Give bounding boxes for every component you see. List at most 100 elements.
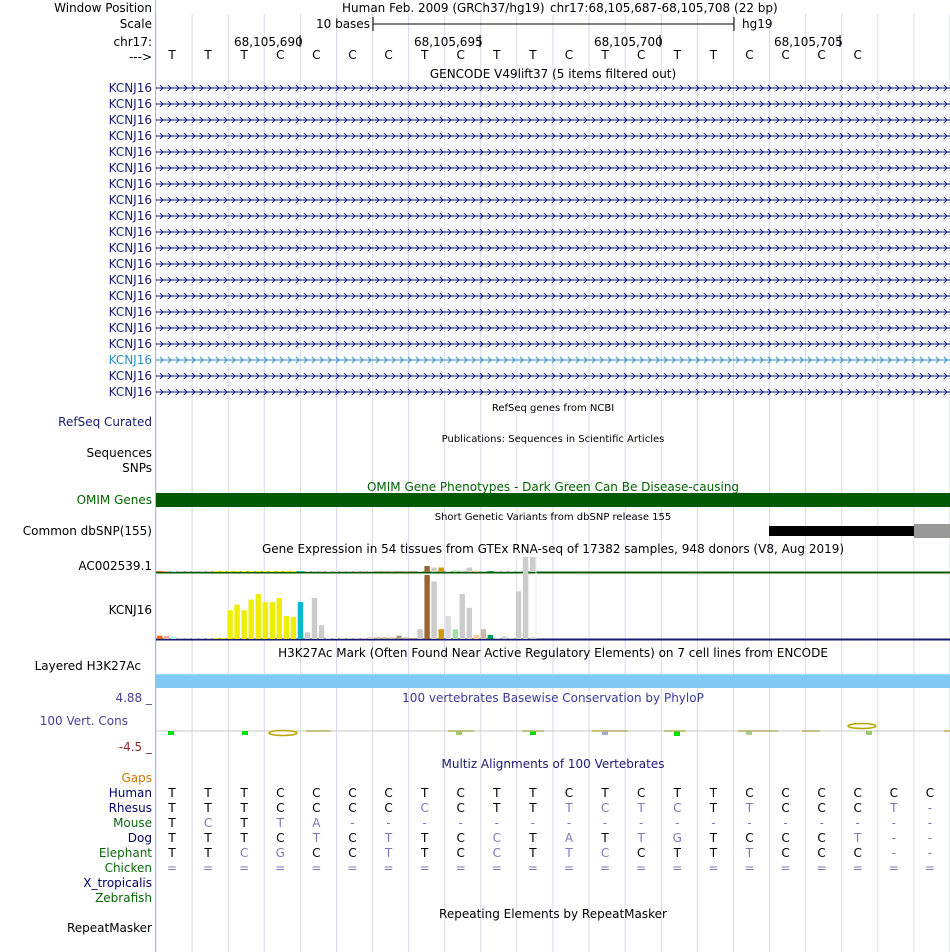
gencode-transcript[interactable]	[156, 308, 950, 316]
gtex-bar-kcnj16[interactable]	[459, 593, 465, 639]
gencode-transcript-label[interactable]: KCNJ16	[108, 273, 152, 287]
gtex-bar-ac002539[interactable]	[290, 571, 297, 572]
gencode-transcript-label[interactable]: KCNJ16	[108, 129, 152, 143]
phylop-conservation-plot[interactable]	[156, 0, 950, 952]
gtex-bar-kcnj16[interactable]	[255, 593, 261, 639]
gtex-bar-kcnj16[interactable]	[332, 638, 339, 639]
gtex-bar-ac002539[interactable]	[347, 571, 353, 572]
gtex-bar-ac002539[interactable]	[417, 571, 423, 572]
gtex-bar-kcnj16[interactable]	[382, 637, 388, 639]
gtex-bar-kcnj16[interactable]	[473, 634, 480, 639]
gtex-bar-ac002539[interactable]	[487, 571, 494, 572]
gtex-bar-kcnj16[interactable]	[178, 638, 184, 639]
gtex-bar-kcnj16[interactable]	[283, 616, 290, 639]
gencode-transcript[interactable]	[156, 100, 950, 108]
gtex-bar-kcnj16[interactable]	[417, 629, 423, 639]
gtex-bar-ac002539[interactable]	[396, 571, 402, 572]
gtex-bar-kcnj16[interactable]	[347, 638, 353, 639]
dbsnp-feature-black[interactable]	[769, 526, 914, 536]
gtex-bar-kcnj16[interactable]	[368, 637, 374, 639]
h3k27ac-title[interactable]: H3K27Ac Mark (Often Found Near Active Re…	[278, 646, 828, 660]
gencode-transcript-label[interactable]: KCNJ16	[108, 225, 152, 239]
gtex-bar-kcnj16[interactable]	[213, 638, 219, 639]
phylop-score-mark[interactable]	[866, 731, 872, 735]
species-label[interactable]: Rhesus	[108, 801, 152, 815]
gtex-bar-ac002539[interactable]	[325, 571, 332, 572]
gtex-bar-ac002539[interactable]	[438, 567, 444, 573]
gtex-bar-ac002539[interactable]	[283, 571, 290, 572]
gtex-bar-ac002539[interactable]	[157, 571, 163, 572]
gencode-transcript[interactable]	[156, 132, 950, 140]
gtex-bar-kcnj16[interactable]	[318, 625, 325, 639]
gencode-transcript-label[interactable]: KCNJ16	[108, 81, 152, 95]
gtex-bar-kcnj16[interactable]	[424, 575, 430, 639]
gencode-transcript-label[interactable]: KCNJ16	[108, 353, 152, 367]
gencode-transcript-label[interactable]: KCNJ16	[108, 305, 152, 319]
gtex-bar-kcnj16[interactable]	[389, 637, 395, 639]
gtex-bar-ac002539[interactable]	[494, 571, 501, 572]
publications-title[interactable]: Publications: Sequences in Scientific Ar…	[441, 434, 665, 445]
phylop-title[interactable]: 100 vertebrates Basewise Conservation by…	[402, 691, 704, 705]
gtex-bar-ac002539[interactable]	[445, 571, 451, 572]
omim-title[interactable]: OMIM Gene Phenotypes - Dark Green Can Be…	[366, 480, 740, 494]
gtex-bar-ac002539[interactable]	[480, 571, 487, 572]
gtex-bar-kcnj16[interactable]	[410, 638, 416, 639]
phylop-label[interactable]: 100 Vert. Cons	[39, 714, 128, 728]
gtex-bar-kcnj16[interactable]	[361, 638, 367, 639]
gtex-bar-ac002539[interactable]	[389, 571, 395, 572]
gencode-transcript-label[interactable]: KCNJ16	[108, 241, 152, 255]
refseq-title[interactable]: RefSeq genes from NCBI	[491, 403, 615, 414]
gtex-title[interactable]: Gene Expression in 54 tissues from GTEx …	[261, 542, 845, 556]
gtex-bar-ac002539[interactable]	[340, 571, 346, 572]
species-label[interactable]: Elephant	[98, 846, 152, 860]
species-label[interactable]: Zebrafish	[95, 891, 152, 905]
gtex-bar-ac002539[interactable]	[213, 571, 219, 572]
gtex-bar-ac002539[interactable]	[410, 571, 416, 572]
phylop-score-mark[interactable]	[602, 731, 608, 735]
gencode-transcripts[interactable]	[156, 0, 950, 400]
gencode-transcript[interactable]	[156, 372, 950, 380]
gtex-bar-ac002539[interactable]	[234, 571, 240, 572]
h3k27ac-label[interactable]: Layered H3K27Ac	[34, 659, 141, 673]
gtex-bar-ac002539[interactable]	[199, 571, 205, 572]
gtex-bar-kcnj16[interactable]	[290, 616, 297, 639]
gtex-bar-kcnj16[interactable]	[157, 635, 163, 639]
gtex-bar-ac002539[interactable]	[255, 571, 261, 572]
gtex-bar-ac002539[interactable]	[297, 571, 304, 572]
gtex-bar-ac002539[interactable]	[185, 571, 191, 572]
gtex-bar-ac002539[interactable]	[206, 571, 212, 572]
gtex-bar-ac002539[interactable]	[248, 571, 254, 572]
gencode-transcript[interactable]	[156, 324, 950, 332]
gtex-bar-kcnj16[interactable]	[227, 610, 233, 639]
gencode-transcript-label[interactable]: KCNJ16	[108, 193, 152, 207]
gtex-bar-kcnj16[interactable]	[480, 629, 487, 639]
gtex-bar-kcnj16[interactable]	[494, 638, 501, 639]
gencode-transcript-label[interactable]: KCNJ16	[108, 145, 152, 159]
gtex-bar-ac002539[interactable]	[375, 571, 381, 572]
gtex-bar-kcnj16[interactable]	[466, 607, 472, 639]
phylop-score-mark[interactable]	[746, 731, 752, 735]
gtex-bar-kcnj16[interactable]	[354, 638, 360, 639]
gtex-bar-ac002539[interactable]	[304, 571, 311, 572]
gencode-transcript[interactable]	[156, 116, 950, 124]
gtex-bar-kcnj16[interactable]	[234, 604, 240, 639]
gtex-bar-ac002539[interactable]	[269, 571, 275, 572]
gencode-title[interactable]: GENCODE V49lift37 (5 items filtered out)	[429, 67, 677, 81]
gtex-bar-kcnj16[interactable]	[508, 638, 515, 639]
gtex-bar-kcnj16[interactable]	[530, 637, 536, 639]
species-label[interactable]: Human	[108, 786, 152, 800]
gtex-bar-kcnj16[interactable]	[522, 557, 529, 639]
gencode-transcript[interactable]	[156, 196, 950, 204]
gtex-bar-kcnj16[interactable]	[375, 637, 381, 639]
gtex-bar-kcnj16[interactable]	[241, 610, 247, 639]
gtex-bar-ac002539[interactable]	[227, 571, 233, 572]
phylop-score-mark[interactable]	[456, 731, 462, 735]
gtex-bar-kcnj16[interactable]	[220, 638, 226, 639]
repeatmasker-label[interactable]: RepeatMasker	[66, 921, 152, 935]
dbsnp-label[interactable]: Common dbSNP(155)	[22, 524, 152, 538]
phylop-score-mark[interactable]	[168, 731, 174, 735]
omim-label[interactable]: OMIM Genes	[76, 493, 152, 507]
phylop-score-mark[interactable]	[242, 731, 248, 735]
gtex-bar-ac002539[interactable]	[171, 571, 177, 572]
gencode-transcript[interactable]	[156, 340, 950, 348]
